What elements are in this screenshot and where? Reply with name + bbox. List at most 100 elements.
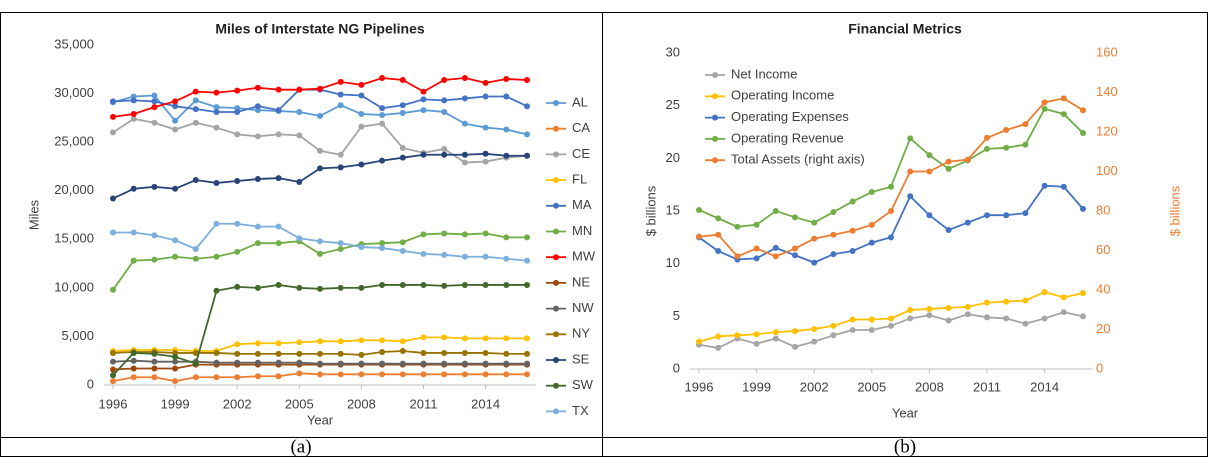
data-point [984,134,990,141]
data-point [503,152,510,159]
data-point [753,340,760,347]
legend-marker [553,357,559,363]
data-point [964,303,971,310]
data-point [379,157,386,164]
y-tick-label: 20 [666,150,680,165]
data-point [1041,315,1048,322]
data-point [317,371,323,378]
data-point [1041,99,1048,106]
data-point [358,284,365,291]
data-point [696,338,702,345]
data-point [441,371,448,378]
data-point [379,245,386,252]
data-point [524,131,530,138]
data-point [192,255,199,262]
data-point [234,283,241,290]
data-point [964,219,971,226]
data-point [503,255,510,262]
y-tick-label: 0 [87,376,94,391]
data-point [379,348,386,355]
data-point [420,371,427,378]
data-point [337,164,344,171]
data-point [907,193,914,200]
data-point [734,253,741,260]
data-point [399,371,406,378]
data-point [275,281,282,288]
data-point [151,358,158,365]
legend-marker [553,279,559,286]
data-point [888,234,894,241]
data-point [830,322,837,329]
data-point [317,112,323,119]
data-point [172,378,179,385]
data-point [441,334,448,341]
y-axis-label: Miles [26,199,41,230]
data-point [482,79,489,86]
data-point [907,315,914,322]
data-point [420,349,427,356]
data-point [753,331,760,338]
data-point [888,315,894,322]
data-point [420,151,427,158]
data-point [964,311,971,318]
data-point [399,360,406,367]
data-point [358,161,365,168]
data-point [192,88,199,95]
data-point [337,78,344,85]
data-point [1003,127,1010,134]
data-point [337,338,344,345]
data-point [792,343,798,350]
x-axis-label: Year [892,405,919,420]
data-point [888,322,894,329]
data-point [110,378,116,385]
data-point [254,240,261,247]
data-point [830,332,837,339]
data-point [715,344,722,351]
data-point [172,117,179,124]
data-point [849,198,856,205]
data-point [524,234,530,241]
legend-marker [712,72,718,78]
data-point [1060,309,1067,316]
x-tick-label: 1996 [685,379,714,394]
data-point [399,102,406,109]
data-point [192,119,199,126]
data-point [420,107,427,114]
data-point [151,183,158,190]
data-point [792,252,798,259]
data-point [234,131,241,138]
data-point [945,226,952,233]
data-point [441,349,448,356]
data-point [1041,289,1048,296]
data-point [337,240,344,247]
data-point [1041,105,1048,112]
data-point [503,234,510,241]
data-point [1060,111,1067,118]
data-point [358,92,365,99]
data-point [296,359,303,366]
data-point [317,147,323,154]
data-point [213,89,220,96]
data-point [696,206,702,213]
legend-label: Total Assets (right axis) [731,152,865,167]
data-point [461,151,468,158]
legend-marker [712,93,718,100]
data-point [130,374,137,381]
x-tick-label: 2005 [857,379,886,394]
data-point [1003,315,1010,322]
data-point [482,349,489,356]
data-point [379,111,386,118]
data-point [337,371,344,378]
data-point [715,215,722,222]
data-point [296,339,303,346]
x-tick-label: 1996 [99,396,128,411]
y2-tick-label: 120 [1096,123,1118,138]
data-point [213,253,220,260]
data-point [441,251,448,258]
data-point [1022,320,1029,327]
data-point [275,340,282,347]
legend-label: SE [572,351,590,366]
data-point [792,214,798,221]
data-point [399,338,406,345]
data-point [482,360,489,367]
